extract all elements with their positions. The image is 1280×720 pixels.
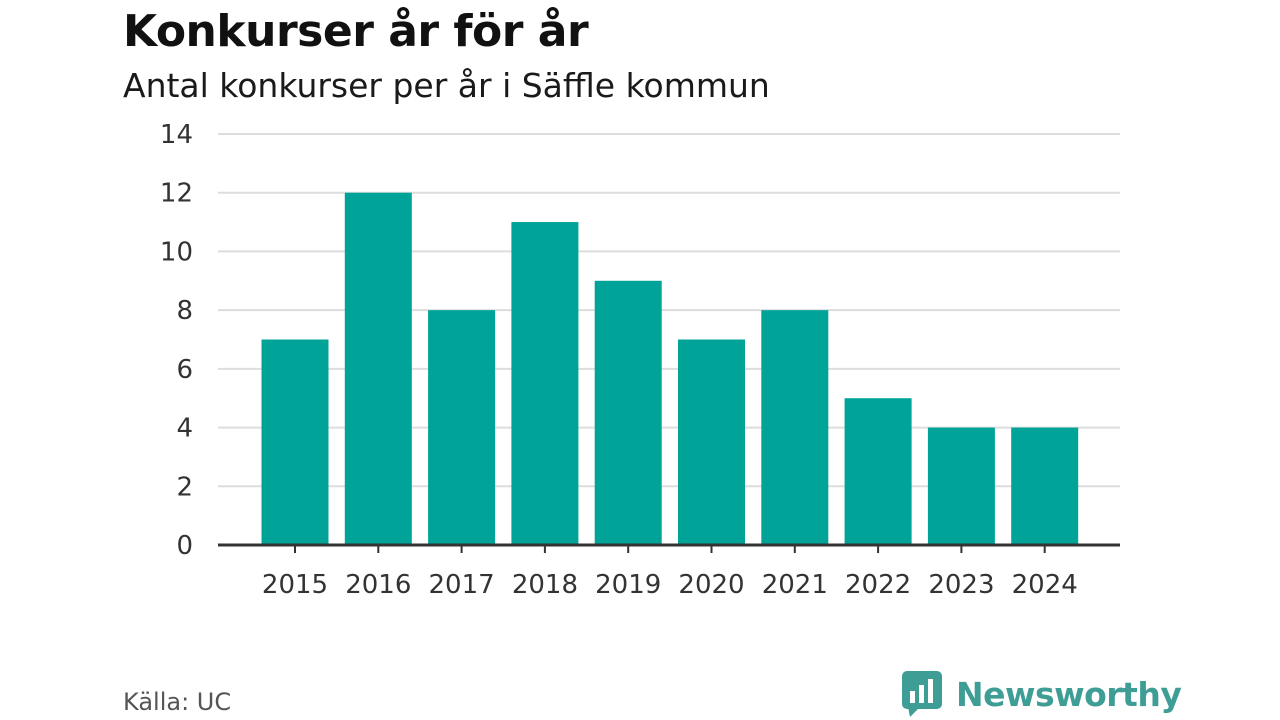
bar-chart-speech-bubble-icon <box>902 671 942 717</box>
y-tick-label-4: 4 <box>176 414 193 444</box>
x-tick-label-2018: 2018 <box>512 570 578 600</box>
bar-2018 <box>511 222 579 546</box>
chart-subtitle: Antal konkurser per år i Säffle kommun <box>123 66 770 105</box>
bar-2017 <box>428 310 496 545</box>
bar-2022 <box>844 398 912 545</box>
x-tick-label-2015: 2015 <box>262 570 328 600</box>
bar-2016 <box>344 192 412 545</box>
chart-title: Konkurser år för år <box>123 6 589 57</box>
y-tick-label-2: 2 <box>176 472 193 502</box>
x-tick-label-2020: 2020 <box>678 570 744 600</box>
bar-2020 <box>678 339 745 545</box>
bars <box>261 192 1079 546</box>
x-tick-label-2024: 2024 <box>1012 570 1078 600</box>
bar-2023 <box>927 427 995 545</box>
bar-2024 <box>1011 427 1079 545</box>
tick-labels: 0 2 4 6 8 10 12 14 2015 2016 2017 2018 2019 2020 2021 2… <box>160 120 1078 600</box>
bar-2019 <box>594 280 662 545</box>
x-tick-label-2023: 2023 <box>928 570 994 600</box>
x-tick-label-2016: 2016 <box>345 570 411 600</box>
axes <box>218 543 1120 553</box>
bar-2021 <box>761 310 829 545</box>
y-tick-label-8: 8 <box>176 296 193 326</box>
x-tick-label-2019: 2019 <box>595 570 661 600</box>
y-tick-label-0: 0 <box>176 531 193 561</box>
x-tick-label-2017: 2017 <box>429 570 495 600</box>
x-tick-label-2021: 2021 <box>762 570 828 600</box>
y-tick-label-12: 12 <box>160 179 193 209</box>
brand-name: Newsworthy <box>956 674 1182 714</box>
x-tick-label-2022: 2022 <box>845 570 911 600</box>
y-tick-label-10: 10 <box>160 237 193 267</box>
brand-logo[interactable]: Newsworthy <box>902 670 1182 718</box>
y-tick-label-14: 14 <box>160 120 193 150</box>
source-label: Källa: UC <box>123 688 232 716</box>
bar-2015 <box>261 339 329 545</box>
y-tick-label-6: 6 <box>176 355 193 385</box>
